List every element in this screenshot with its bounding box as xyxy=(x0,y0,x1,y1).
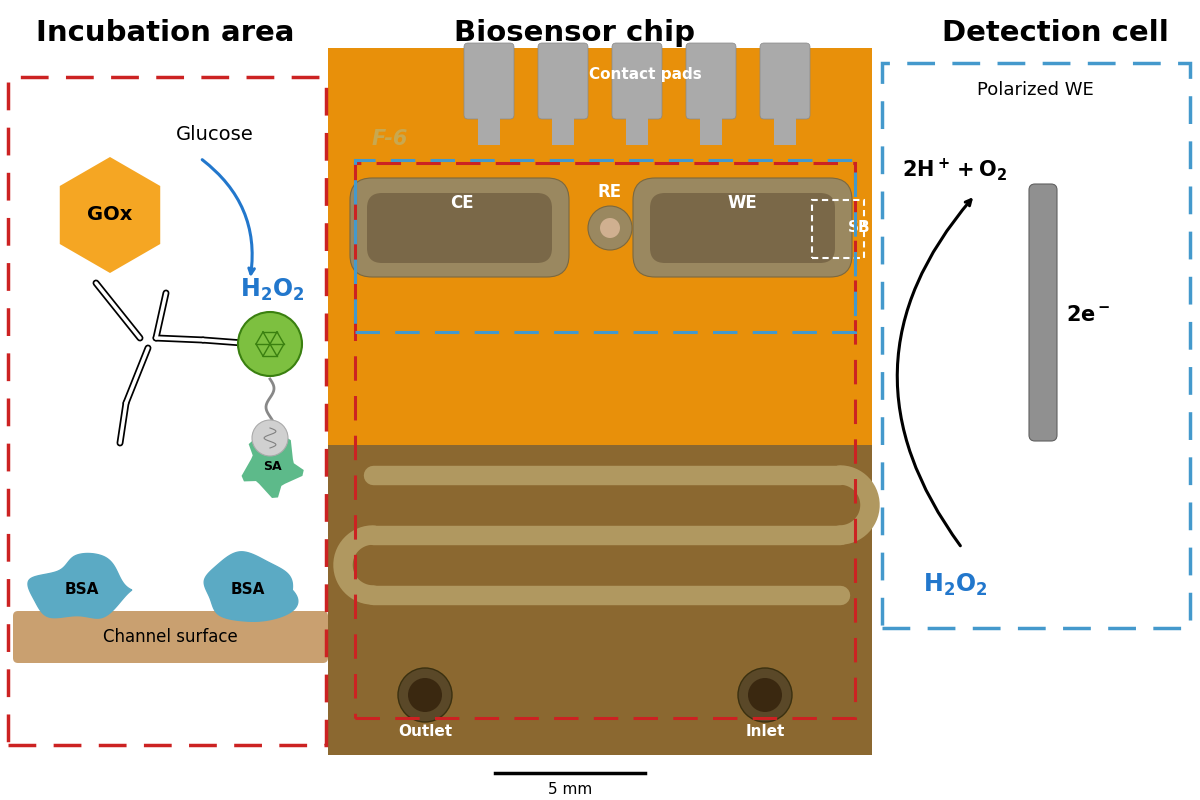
Text: Contact pads: Contact pads xyxy=(589,67,701,82)
Text: Detection cell: Detection cell xyxy=(942,19,1169,47)
FancyBboxPatch shape xyxy=(1030,184,1057,441)
Text: Polarized WE: Polarized WE xyxy=(977,81,1093,99)
Bar xyxy=(328,48,872,445)
Bar xyxy=(478,110,500,145)
Bar xyxy=(8,77,326,745)
FancyBboxPatch shape xyxy=(350,178,569,277)
Circle shape xyxy=(738,668,792,722)
Circle shape xyxy=(588,206,632,250)
Text: Biosensor chip: Biosensor chip xyxy=(455,19,696,47)
Text: $\mathbf{2e^-}$: $\mathbf{2e^-}$ xyxy=(1066,305,1110,325)
FancyBboxPatch shape xyxy=(650,193,835,263)
Circle shape xyxy=(600,218,620,238)
Polygon shape xyxy=(60,157,161,273)
Text: BSA: BSA xyxy=(230,582,265,598)
Bar xyxy=(812,200,864,258)
Text: CE: CE xyxy=(450,194,474,212)
Text: SB: SB xyxy=(848,221,871,235)
Bar xyxy=(882,63,1190,628)
Bar xyxy=(626,110,648,145)
FancyBboxPatch shape xyxy=(367,193,552,263)
FancyBboxPatch shape xyxy=(686,43,736,119)
Text: Channel surface: Channel surface xyxy=(103,628,238,646)
Bar xyxy=(552,110,574,145)
Text: 5 mm: 5 mm xyxy=(548,782,592,798)
Text: Outlet: Outlet xyxy=(398,725,452,739)
Circle shape xyxy=(408,678,442,712)
Text: WE: WE xyxy=(727,194,757,212)
Bar xyxy=(355,163,856,718)
Text: $\mathbf{2H^+ + O_2}$: $\mathbf{2H^+ + O_2}$ xyxy=(902,157,1008,183)
Circle shape xyxy=(252,420,288,456)
Polygon shape xyxy=(204,552,298,622)
Bar xyxy=(774,110,796,145)
Bar xyxy=(355,160,856,332)
Bar xyxy=(328,445,872,755)
FancyBboxPatch shape xyxy=(464,43,514,119)
Circle shape xyxy=(238,312,302,376)
Polygon shape xyxy=(241,437,304,498)
FancyBboxPatch shape xyxy=(612,43,662,119)
Bar xyxy=(700,110,722,145)
Polygon shape xyxy=(28,554,132,618)
FancyBboxPatch shape xyxy=(634,178,852,277)
Circle shape xyxy=(748,678,782,712)
Circle shape xyxy=(398,668,452,722)
Text: Inlet: Inlet xyxy=(745,725,785,739)
Text: Incubation area: Incubation area xyxy=(36,19,294,47)
Text: F-6: F-6 xyxy=(372,129,408,149)
Text: BSA: BSA xyxy=(65,582,100,598)
Text: Glucose: Glucose xyxy=(176,126,254,145)
FancyBboxPatch shape xyxy=(13,611,328,663)
Text: $\mathbf{H_2O_2}$: $\mathbf{H_2O_2}$ xyxy=(923,572,988,598)
Text: $\mathbf{H_2O_2}$: $\mathbf{H_2O_2}$ xyxy=(240,277,305,303)
FancyBboxPatch shape xyxy=(760,43,810,119)
Text: GOx: GOx xyxy=(88,206,133,225)
Text: RE: RE xyxy=(598,183,622,201)
FancyBboxPatch shape xyxy=(538,43,588,119)
Text: SA: SA xyxy=(263,459,281,473)
